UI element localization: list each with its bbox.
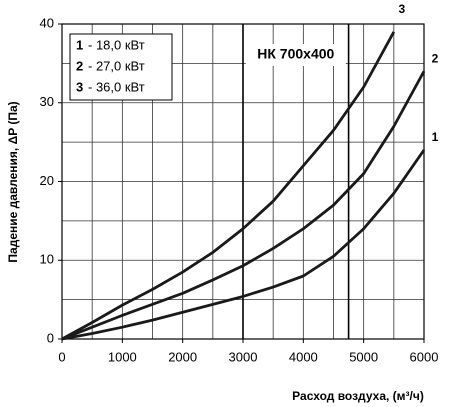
y-tick-label: 10 <box>40 252 54 267</box>
annotation: НК 700х400 <box>257 46 334 62</box>
y-axis-label: Падение давления, ΔP (Па) <box>6 101 20 262</box>
series-end-label: 3 <box>398 2 405 16</box>
legend-number: 1 <box>76 37 83 52</box>
x-tick-label: 3000 <box>229 349 258 364</box>
legend-number: 3 <box>76 79 83 94</box>
x-tick-label: 0 <box>58 349 65 364</box>
y-tick-label: 40 <box>40 15 54 30</box>
x-tick-label: 6000 <box>410 349 439 364</box>
x-tick-label: 5000 <box>349 349 378 364</box>
legend-number: 2 <box>76 58 83 73</box>
x-tick-label: 4000 <box>289 349 318 364</box>
series-line <box>61 70 426 341</box>
series-line <box>61 31 396 341</box>
series-line <box>61 149 426 341</box>
y-tick-label: 30 <box>40 94 54 109</box>
y-tick-label: 20 <box>40 173 54 188</box>
legend-label: - 27,0 кВт <box>88 58 145 73</box>
series-end-label: 2 <box>432 51 439 65</box>
series-end-label: 1 <box>432 130 439 144</box>
legend-label: - 18,0 кВт <box>88 37 145 52</box>
y-tick-label: 0 <box>47 330 54 345</box>
x-tick-label: 1000 <box>108 349 137 364</box>
annotation-box <box>245 44 346 66</box>
legend-box <box>69 33 173 101</box>
legend: 1 - 18,0 кВт 2 - 27,0 кВт 3 - 36,0 кВт <box>69 33 173 101</box>
x-axis-label: Расход воздуха, (м³/ч) <box>292 389 424 403</box>
legend-label: - 36,0 кВт <box>88 79 145 94</box>
x-tick-label: 2000 <box>168 349 197 364</box>
